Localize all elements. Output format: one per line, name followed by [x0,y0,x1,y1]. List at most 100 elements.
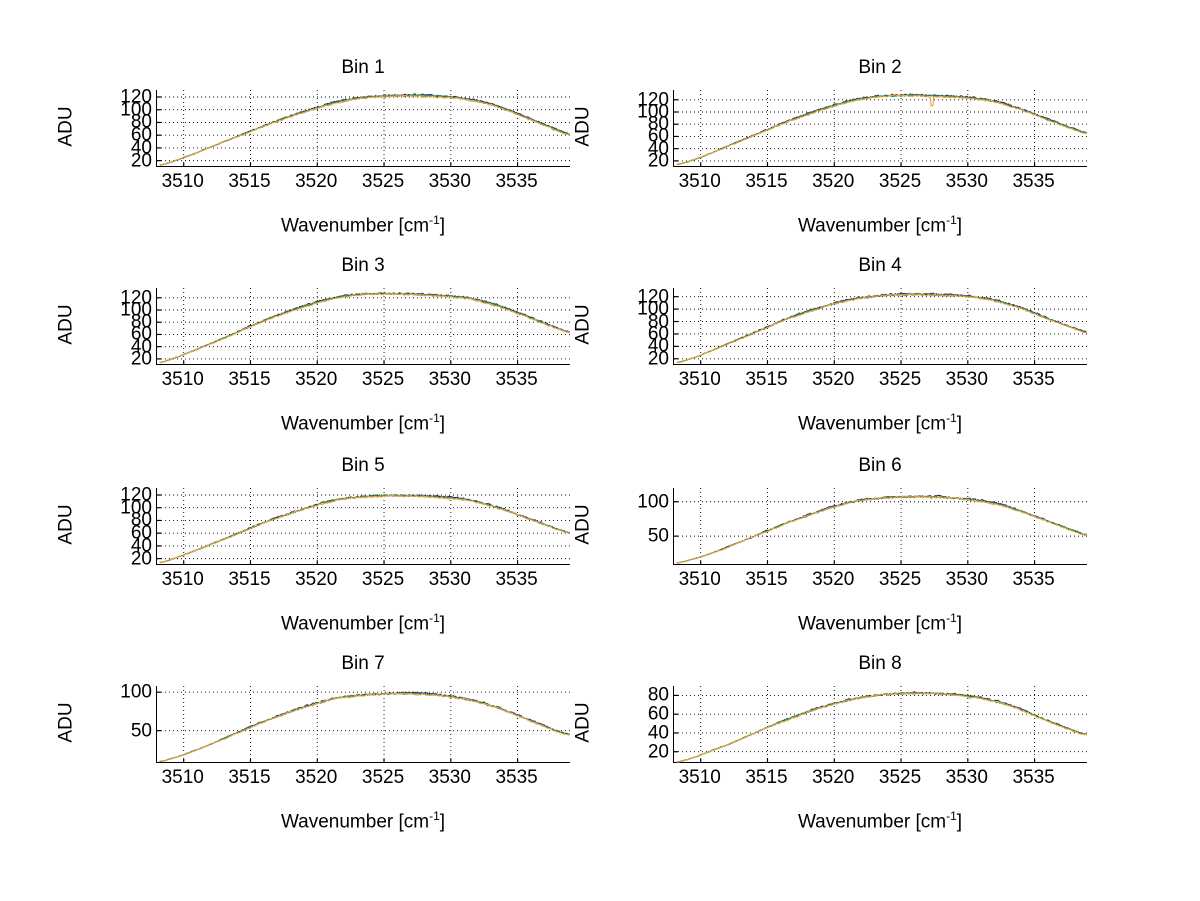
xtick-label: 3520 [812,171,855,192]
x-axis-label: Wavenumber [cm-1] [673,612,1087,633]
ytick-label: 100 [637,101,669,123]
y-axis-label: ADU [36,504,96,544]
ytick-label: 80 [647,113,669,135]
y-axis-label-text: ADU [572,701,594,743]
x-axis-label-exponent: -1 [429,213,440,227]
x-axis-label-text: Wavenumber [cm [797,811,947,833]
series-line-trace-a [159,93,570,166]
ytick-label: 60 [130,323,152,345]
ytick-label: 80 [130,111,152,133]
x-axis-label-exponent: -1 [946,611,957,625]
series-line-trace-b [159,292,570,364]
plot-svg-bin-7 [157,686,571,763]
x-axis-label-bracket: ] [956,413,963,435]
xtick-label: 3525 [361,767,405,788]
xtick-label: 3510 [161,369,204,390]
y-axis-label-text: ADU [55,503,77,545]
y-axis-label-text: ADU [55,303,77,345]
ytick-label: 120 [120,484,152,506]
series-line-trace-a [159,494,570,563]
xtick-label: 3535 [495,171,538,192]
x-axis-label-bracket: ] [956,811,963,833]
ytick-label: 20 [130,548,152,570]
xtick-label: 3520 [295,171,338,192]
axis-ticks [674,296,1036,365]
series-line-trace-b [676,292,1087,364]
ytick-label: 60 [130,124,152,146]
axis-ticks [157,297,519,365]
x-axis-label-text: Wavenumber [cm [797,413,947,435]
plot-area-bin-3 [156,288,571,365]
x-axis-label: Wavenumber [cm-1] [673,810,1087,831]
y-axis-label: ADU [36,304,96,344]
ytick-label: 100 [120,299,152,321]
xtick-label: 3535 [495,569,538,590]
xtick-label: 3525 [361,369,405,390]
x-axis-label-exponent: -1 [429,809,440,823]
xtick-label: 3525 [361,171,405,192]
ytick-label: 80 [647,684,669,706]
series-line-trace-b [676,93,1088,166]
panel-title-bin-6: Bin 6 [858,455,902,476]
panel-title-bin-1: Bin 1 [341,57,385,78]
x-axis-label-text: Wavenumber [cm [280,613,430,635]
xtick-label: 3510 [678,767,721,788]
ytick-label: 100 [637,298,669,320]
gridlines [157,488,571,565]
x-axis-label: Wavenumber [cm-1] [156,612,570,633]
series-line-trace-c [159,292,570,364]
xtick-label: 3515 [745,171,788,192]
xtick-label: 3510 [678,171,721,192]
plot-area-bin-5 [156,488,571,565]
x-axis-label-text: Wavenumber [cm [797,613,947,635]
series-line-trace-a [676,292,1087,364]
y-axis-label-text: ADU [55,701,77,743]
series-line-trace-c [676,495,1088,564]
xtick-label: 3520 [295,569,338,590]
ytick-label: 20 [130,150,152,172]
ytick-label: 60 [647,703,669,725]
xtick-label: 3530 [428,767,471,788]
plot-area-bin-1 [156,90,571,167]
plot-svg-bin-4 [674,288,1088,365]
x-axis-label: Wavenumber [cm-1] [156,810,570,831]
xtick-label: 3530 [428,171,471,192]
xtick-label: 3520 [295,767,338,788]
panel-title-bin-7: Bin 7 [341,653,385,674]
ytick-label: 20 [647,150,669,172]
gridlines [157,288,571,365]
xtick-label: 3510 [678,569,721,590]
plot-area-bin-4 [673,288,1088,365]
panel-title-bin-3: Bin 3 [341,255,385,276]
series-line-trace-a [159,691,570,762]
xtick-label: 3525 [878,767,922,788]
xtick-label: 3535 [1012,767,1055,788]
ytick-label: 120 [120,287,152,309]
ytick-label: 40 [647,722,669,744]
ytick-label: 100 [120,99,152,121]
xtick-label: 3515 [228,569,271,590]
series-line-trace-c [159,692,570,762]
x-axis-label-bracket: ] [439,215,446,237]
xtick-label: 3510 [678,369,721,390]
series-line-trace-c [676,94,1088,166]
series-line-trace-b [159,494,570,564]
axis-ticks [674,99,1036,167]
x-axis-label-bracket: ] [956,215,963,237]
axis-ticks [674,694,1036,763]
panel-title-bin-5: Bin 5 [341,455,385,476]
x-axis-label-exponent: -1 [946,809,957,823]
ytick-label: 50 [647,525,669,547]
y-axis-label-text: ADU [55,105,77,147]
x-axis-label-bracket: ] [439,811,446,833]
ytick-label: 80 [647,311,669,333]
xtick-label: 3515 [228,369,271,390]
xtick-label: 3535 [1012,569,1055,590]
x-axis-label-bracket: ] [439,613,446,635]
plot-area-bin-2 [673,90,1088,167]
axis-ticks [674,501,1036,565]
xtick-label: 3525 [878,569,922,590]
ytick-label: 60 [647,323,669,345]
